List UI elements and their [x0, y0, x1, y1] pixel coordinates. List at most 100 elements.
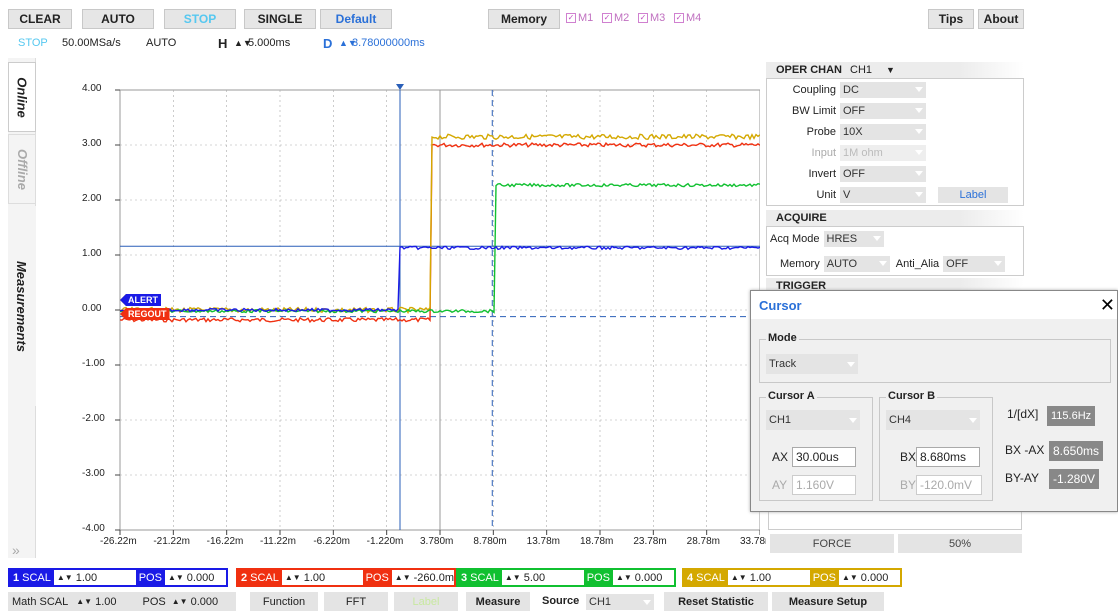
channel-number[interactable]: 2: [238, 570, 251, 585]
pos-value[interactable]: 0.000: [634, 571, 663, 584]
stop-button[interactable]: STOP: [164, 9, 236, 29]
single-button[interactable]: SINGLE: [244, 9, 316, 29]
y-tick-label: 3.00: [82, 138, 102, 149]
tips-button[interactable]: Tips: [928, 9, 974, 29]
expand-icon[interactable]: »: [12, 542, 20, 558]
memory-m4[interactable]: ✓ M4: [674, 12, 702, 24]
measure-setup-button[interactable]: Measure Setup: [772, 592, 884, 611]
scal-value[interactable]: 1.00: [749, 571, 772, 584]
stepper-icon[interactable]: ▲▼: [284, 573, 301, 582]
coupling-select[interactable]: DC: [840, 81, 926, 98]
clear-button[interactable]: CLEAR: [8, 9, 72, 29]
acq-mode-select[interactable]: HRES: [823, 230, 884, 247]
label-button[interactable]: Label: [938, 186, 1008, 203]
memory-select[interactable]: AUTO: [823, 255, 890, 272]
oper-chan-header: OPER CHAN CH1 ▼: [766, 62, 1024, 78]
math-scal-group: Math SCAL ▲▼ 1.00 POS ▲▼ 0.000: [8, 592, 236, 611]
memory-m1[interactable]: ✓ M1: [566, 12, 594, 24]
ax-value[interactable]: 30.00us: [792, 447, 856, 467]
math-pos-value[interactable]: 0.000: [190, 595, 219, 608]
fft-button[interactable]: FFT: [324, 592, 388, 611]
chevron-down-icon: [969, 417, 977, 423]
trigger-level-button[interactable]: 50%: [898, 534, 1022, 553]
chevron-down-icon: [878, 261, 887, 266]
stepper-icon[interactable]: ▲▼: [76, 597, 93, 606]
scal-value[interactable]: 5.00: [523, 571, 546, 584]
input-row: Input 1M ohm: [766, 143, 1024, 162]
cursor-delta-group: 1/[dX] 115.6Hz BX -AX 8.650ms BY-AY -1.2…: [1003, 391, 1113, 501]
invert-select[interactable]: OFF: [840, 165, 926, 182]
anti-alia-select[interactable]: OFF: [943, 255, 1006, 272]
chevron-down-icon: [915, 129, 923, 134]
cursor-a-source-select[interactable]: CH1: [766, 410, 860, 430]
tab-measurements[interactable]: Measurements: [8, 206, 36, 406]
input-select[interactable]: 1M ohm: [840, 144, 926, 161]
channel-4-controls: 4 SCAL ▲▼ 1.00 POS ▲▼ 0.000: [682, 568, 902, 587]
y-tick-label: 2.00: [82, 193, 102, 204]
stepper-icon[interactable]: ▲▼: [167, 573, 184, 582]
mode-select[interactable]: Track: [766, 354, 858, 374]
source-select[interactable]: CH1: [586, 594, 654, 610]
about-button[interactable]: About: [978, 9, 1024, 29]
chevron-down-icon: [872, 236, 881, 241]
stepper-icon[interactable]: ▲▼: [394, 573, 411, 582]
memory-m3[interactable]: ✓ M3: [638, 12, 666, 24]
tab-online[interactable]: Online: [8, 62, 36, 132]
stepper-icon[interactable]: ▲▼: [504, 573, 521, 582]
cursor-dialog: Cursor ✕ Mode Track Cursor A CH1 AX 30.0…: [750, 290, 1118, 512]
memory-m2[interactable]: ✓ M2: [602, 12, 630, 24]
chevron-down-icon[interactable]: ▼: [886, 65, 895, 75]
channel-number[interactable]: 3: [458, 570, 471, 585]
checkbox-icon: ✓: [566, 13, 576, 23]
memory-row: Memory AUTO Anti_Alia OFF: [766, 254, 1024, 273]
measure-button[interactable]: Measure: [466, 592, 530, 611]
tab-offline[interactable]: Offline: [8, 134, 36, 204]
d-value[interactable]: 3.78000000ms: [352, 37, 425, 49]
x-tick-label: -26.22m: [100, 536, 137, 547]
math-label-button[interactable]: Label: [394, 592, 458, 611]
scal-label: SCAL: [22, 570, 54, 585]
auto-button[interactable]: AUTO: [82, 9, 154, 29]
bx-value[interactable]: 8.680ms: [916, 447, 980, 467]
channel-box: [766, 78, 1024, 206]
default-button[interactable]: Default: [320, 9, 392, 29]
stepper-icon[interactable]: ▲▼: [615, 573, 632, 582]
oper-chan-select[interactable]: CH1: [850, 64, 873, 76]
channel-number[interactable]: 4: [684, 570, 697, 585]
function-button[interactable]: Function: [250, 592, 318, 611]
pos-value[interactable]: 0.000: [860, 571, 889, 584]
cursor-b-source-select[interactable]: CH4: [886, 410, 980, 430]
close-icon[interactable]: ✕: [1099, 294, 1115, 315]
y-tick-label: -2.00: [82, 413, 105, 424]
cursor-dialog-titlebar: Cursor ✕: [751, 291, 1117, 319]
chevron-down-icon: [643, 599, 651, 605]
unit-select[interactable]: V: [840, 186, 926, 203]
probe-select[interactable]: 10X: [840, 123, 926, 140]
chevron-down-icon: [994, 261, 1003, 266]
channel-bar: 1 SCAL ▲▼ 1.00 POS ▲▼ 0.000 2 SCAL ▲▼ 1.00 POS ▲▼ -26…: [8, 568, 908, 587]
cursor-dialog-title: Cursor: [759, 297, 802, 313]
alert-label[interactable]: ALERT: [120, 294, 161, 306]
bw-limit-select[interactable]: OFF: [840, 102, 926, 119]
stepper-icon[interactable]: ▲▼: [339, 38, 357, 48]
stepper-icon[interactable]: ▲▼: [730, 573, 747, 582]
memory-button[interactable]: Memory: [488, 9, 560, 29]
force-button[interactable]: FORCE: [770, 534, 894, 553]
stepper-icon[interactable]: ▲▼: [56, 573, 73, 582]
y-tick-label: -4.00: [82, 523, 105, 534]
scal-value[interactable]: 1.00: [303, 571, 326, 584]
regout-label[interactable]: REGOUT: [120, 308, 170, 320]
reset-statistic-button[interactable]: Reset Statistic: [664, 592, 768, 611]
pos-value[interactable]: 0.000: [186, 571, 215, 584]
scal-value[interactable]: 1.00: [75, 571, 98, 584]
pos-value[interactable]: -260.0m: [413, 571, 454, 584]
channel-number[interactable]: 1: [10, 570, 23, 585]
stepper-icon[interactable]: ▲▼: [234, 38, 252, 48]
h-value[interactable]: 5.000ms: [248, 37, 291, 49]
stepper-icon[interactable]: ▲▼: [841, 573, 858, 582]
math-scal-value[interactable]: 1.00: [95, 595, 117, 608]
x-tick-label: 28.78m: [686, 536, 721, 547]
scal-label: SCAL: [250, 570, 282, 585]
stepper-icon[interactable]: ▲▼: [171, 597, 188, 606]
x-tick-label: 18.78m: [580, 536, 614, 547]
